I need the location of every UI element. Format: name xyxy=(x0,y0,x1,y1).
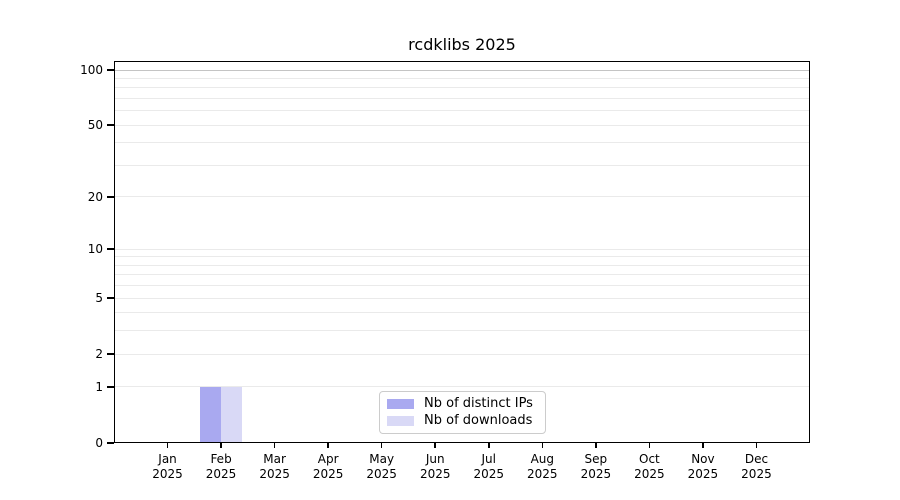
x-tick-label: Mar 2025 xyxy=(259,452,290,481)
x-axis-tick xyxy=(702,443,704,448)
gridline xyxy=(114,110,810,112)
y-tick-label: 0 xyxy=(95,436,103,450)
x-tick-label: Jul 2025 xyxy=(473,452,505,481)
x-axis-tick xyxy=(273,443,276,448)
x-axis-tick xyxy=(327,443,329,448)
x-tick-label: Aug 2025 xyxy=(527,452,558,481)
gridline xyxy=(114,256,810,258)
y-tick-label: 5 xyxy=(95,291,103,306)
gridline xyxy=(114,297,810,299)
legend-label-distinct-ips: Nb of distinct IPs xyxy=(424,396,533,412)
x-axis-tick xyxy=(220,443,222,448)
y-tick-label: 2 xyxy=(95,347,103,362)
x-tick-label: Apr 2025 xyxy=(312,452,344,481)
x-tick-label: Sep 2025 xyxy=(580,452,612,481)
x-axis-tick xyxy=(755,443,758,448)
x-tick-label: Jan 2025 xyxy=(152,452,183,481)
legend-item-downloads: Nb of downloads xyxy=(387,413,538,429)
legend-swatch-distinct-ips xyxy=(387,399,414,410)
gridline xyxy=(114,330,810,332)
x-axis-tick xyxy=(595,443,597,448)
x-tick-label: Jun 2025 xyxy=(419,452,451,481)
gridline xyxy=(114,353,810,355)
y-axis-tick xyxy=(107,248,114,250)
y-tick-label: 100 xyxy=(80,63,103,77)
y-axis-tick xyxy=(107,196,114,198)
plot-area-border xyxy=(114,61,810,443)
y-axis-tick xyxy=(107,442,114,444)
gridline xyxy=(114,312,810,314)
x-tick-label: Dec 2025 xyxy=(741,452,772,481)
y-axis-tick xyxy=(107,353,114,355)
gridline xyxy=(114,164,810,166)
gridline xyxy=(114,124,810,126)
gridline xyxy=(114,264,810,266)
x-tick-label: May 2025 xyxy=(366,452,397,481)
x-axis-tick xyxy=(541,443,544,448)
x-axis-tick xyxy=(166,443,169,448)
y-tick-label: 10 xyxy=(87,242,103,257)
gridline xyxy=(114,87,810,89)
legend: Nb of distinct IPs Nb of downloads xyxy=(379,391,546,434)
legend-swatch-downloads xyxy=(387,415,414,426)
y-axis-tick xyxy=(107,297,114,299)
x-axis-tick xyxy=(380,443,383,448)
gridline xyxy=(114,142,810,144)
y-tick-label: 50 xyxy=(87,118,103,133)
x-tick-label: Nov 2025 xyxy=(687,452,719,481)
y-axis-tick xyxy=(107,386,114,388)
chart-title: rcdklibs 2025 xyxy=(408,35,516,54)
gridline xyxy=(114,386,810,388)
y-tick-label: 20 xyxy=(87,189,103,204)
gridline xyxy=(114,97,810,99)
gridline xyxy=(114,196,810,198)
gridline xyxy=(114,248,810,250)
x-axis-tick xyxy=(648,443,651,448)
x-tick-label: Feb 2025 xyxy=(205,452,237,481)
x-axis-tick xyxy=(434,443,436,448)
y-axis-tick xyxy=(107,124,114,126)
x-axis-tick xyxy=(488,443,490,448)
legend-label-downloads: Nb of downloads xyxy=(424,412,533,428)
x-tick-label: Oct 2025 xyxy=(634,452,665,481)
gridline xyxy=(114,77,810,79)
y-axis-tick xyxy=(107,69,114,71)
bar-nb-of-distinct-ips xyxy=(199,386,222,443)
y-tick-label: 1 xyxy=(95,379,103,394)
gridline xyxy=(114,285,810,287)
bar-nb-of-downloads xyxy=(221,386,243,443)
gridline xyxy=(114,274,810,276)
legend-item-distinct-ips: Nb of distinct IPs xyxy=(387,396,538,412)
gridline xyxy=(114,69,810,71)
